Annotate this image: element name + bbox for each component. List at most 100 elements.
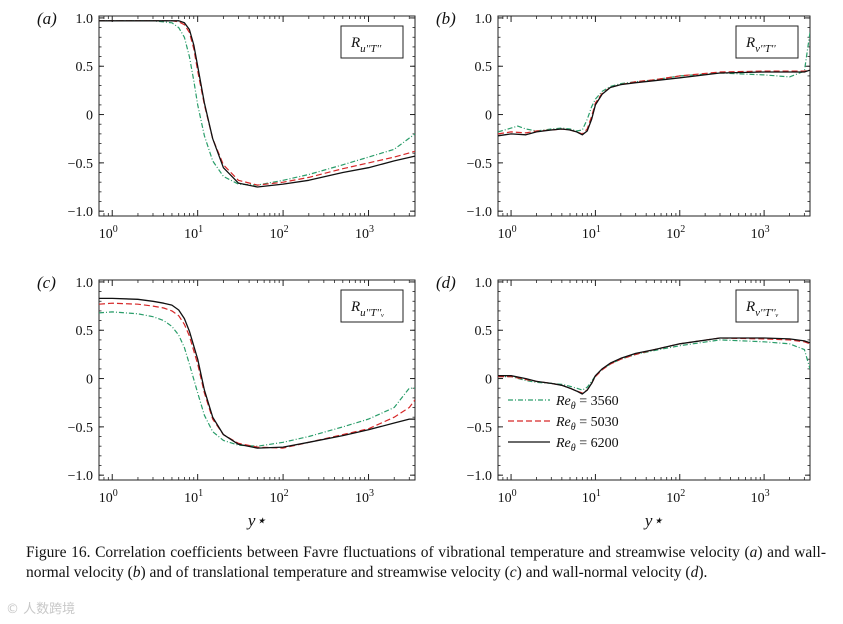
- series-line-3560: [99, 311, 415, 447]
- panel-label: (c): [37, 273, 56, 292]
- title-subscript: u''T''ᵥ: [360, 307, 384, 319]
- x-tick-label: 102: [270, 224, 289, 242]
- panel-label: (b): [436, 9, 456, 28]
- y-tick-label: −1.0: [467, 469, 492, 484]
- caption-ref-b: b: [132, 564, 141, 581]
- x-tick-base: 10: [498, 227, 512, 242]
- series-line-6200: [99, 20, 415, 188]
- series-line-6200: [99, 297, 415, 449]
- series-line-6200: [498, 69, 810, 137]
- y-tick-label: −0.5: [467, 157, 492, 172]
- title-box-label: Rv''T'': [745, 35, 776, 55]
- x-tick-base: 10: [751, 227, 765, 242]
- legend-re: Re: [555, 436, 571, 451]
- x-tick-exponent: 1: [596, 488, 601, 499]
- title-base: R: [745, 299, 755, 315]
- x-tick-base: 10: [270, 491, 284, 506]
- legend-re: Re: [555, 415, 571, 430]
- x-tick-exponent: 2: [284, 224, 289, 235]
- x-tick-base: 10: [582, 227, 596, 242]
- x-tick-exponent: 2: [680, 488, 685, 499]
- legend-label: Reθ = 6200: [555, 436, 619, 454]
- x-tick-exponent: 3: [765, 488, 770, 499]
- series-line-3560: [498, 339, 810, 391]
- x-tick-exponent: 1: [596, 224, 601, 235]
- legend-label: Reθ = 5030: [555, 415, 619, 433]
- y-tick-label: −0.5: [467, 421, 492, 436]
- series-line-6200: [498, 337, 810, 395]
- y-tick-label: 0.5: [475, 60, 493, 75]
- figure-caption: Figure 16. Correlation coefficients betw…: [26, 543, 826, 583]
- series-line-5030: [99, 302, 415, 449]
- y-tick-label: 0.5: [76, 60, 94, 75]
- title-box: [340, 289, 404, 323]
- x-tick-label: 103: [751, 224, 770, 242]
- caption-text-3: ) and of translational temperature and s…: [140, 564, 510, 581]
- title-box-label: Rv''T''ᵥ: [745, 299, 779, 319]
- panel-label: (a): [37, 9, 57, 28]
- x-tick-label: 101: [582, 488, 601, 506]
- x-tick-exponent: 3: [369, 488, 374, 499]
- caption-ref-c: c: [509, 564, 517, 581]
- y-tick-label: 0: [86, 109, 93, 124]
- title-box-label: Ru''T'': [350, 35, 382, 55]
- legend-theta: θ: [571, 401, 576, 412]
- x-tick-base: 10: [666, 227, 680, 242]
- x-tick-exponent: 2: [680, 224, 685, 235]
- x-tick-exponent: 0: [113, 224, 118, 235]
- legend-value: = 5030: [576, 415, 619, 430]
- x-tick-label: 100: [498, 224, 517, 242]
- x-tick-exponent: 0: [512, 488, 517, 499]
- series-line-3560: [99, 20, 415, 186]
- caption-text-4: ) and wall-normal velocity (: [516, 564, 691, 581]
- series-line-5030: [498, 69, 810, 135]
- x-tick-label: 100: [99, 488, 118, 506]
- title-base: R: [745, 35, 755, 51]
- y-tick-label: 0.5: [475, 324, 493, 339]
- y-tick-label: −1.0: [68, 469, 93, 484]
- y-tick-label: −0.5: [68, 157, 93, 172]
- x-tick-base: 10: [355, 491, 369, 506]
- x-tick-base: 10: [99, 227, 113, 242]
- x-tick-base: 10: [184, 491, 198, 506]
- title-box: [735, 25, 799, 59]
- caption-text-5: ).: [698, 564, 708, 581]
- caption-ref-a: a: [749, 544, 758, 561]
- x-tick-exponent: 1: [198, 224, 203, 235]
- legend-value: = 6200: [576, 436, 619, 451]
- x-tick-base: 10: [498, 491, 512, 506]
- caption-text-1: Correlation coefficients between Favre f…: [95, 544, 750, 561]
- y-tick-label: 1.0: [475, 12, 493, 27]
- caption-ref-d: d: [690, 564, 699, 581]
- x-tick-base: 10: [666, 491, 680, 506]
- y-tick-label: −1.0: [467, 205, 492, 220]
- y-tick-label: 0: [86, 373, 93, 388]
- series-line-5030: [99, 20, 415, 186]
- x-tick-exponent: 0: [512, 224, 517, 235]
- title-box-label: Ru''T''ᵥ: [350, 299, 384, 319]
- y-tick-label: 1.0: [475, 276, 493, 291]
- x-tick-label: 101: [184, 224, 203, 242]
- y-tick-label: −1.0: [68, 205, 93, 220]
- x-tick-base: 10: [184, 227, 198, 242]
- legend-value: = 3560: [576, 394, 619, 409]
- x-tick-base: 10: [270, 227, 284, 242]
- y-tick-label: 1.0: [76, 276, 94, 291]
- title-subscript: v''T'': [755, 43, 776, 55]
- x-tick-exponent: 3: [765, 224, 770, 235]
- x-tick-label: 103: [355, 488, 374, 506]
- x-tick-label: 102: [270, 488, 289, 506]
- x-tick-label: 103: [751, 488, 770, 506]
- x-tick-exponent: 0: [113, 488, 118, 499]
- x-tick-label: 102: [666, 488, 685, 506]
- x-tick-base: 10: [99, 491, 113, 506]
- series-line-5030: [498, 337, 810, 394]
- x-tick-label: 100: [498, 488, 517, 506]
- title-box: [340, 25, 404, 59]
- y-tick-label: −0.5: [68, 421, 93, 436]
